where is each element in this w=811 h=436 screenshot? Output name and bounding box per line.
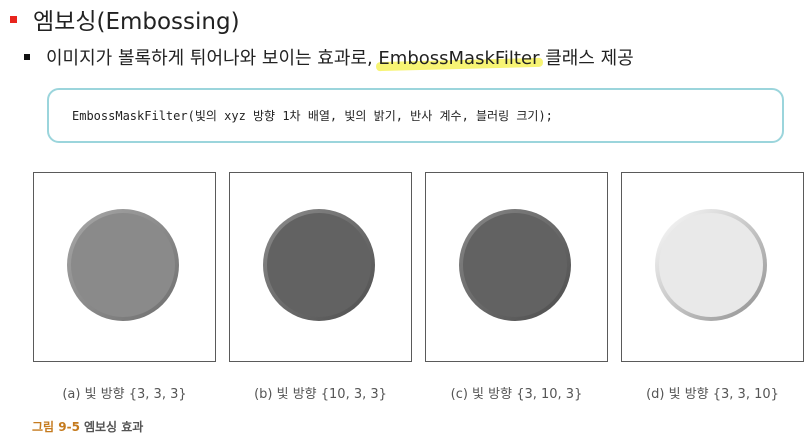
circle-face (71, 213, 175, 317)
section-heading: 엠보싱(Embossing) (8, 2, 240, 36)
circle-face (659, 213, 763, 317)
embossed-circle-d (655, 209, 767, 321)
caption-b: (b) 빛 방향 {10, 3, 3} (254, 387, 387, 402)
caption-d: (d) 빛 방향 {3, 3, 10} (646, 387, 779, 402)
code-box: EmbossMaskFilter(빛의 xyz 방향 1차 배열, 빛의 밝기,… (47, 88, 784, 143)
figure-caption: 그림 9-5 엠보싱 효과 (32, 418, 143, 435)
code-signature: EmbossMaskFilter(빛의 xyz 방향 1차 배열, 빛의 밝기,… (72, 109, 553, 123)
heading-text: 엠보싱(Embossing) (33, 9, 240, 35)
square-bullet-icon (24, 54, 30, 60)
emboss-panel-d (621, 172, 804, 362)
subheading: 이미지가 볼록하게 튀어나와 보이는 효과로, EmbossMaskFilter… (24, 42, 634, 72)
subheading-before: 이미지가 볼록하게 튀어나와 보이는 효과로, (46, 48, 379, 69)
caption-a: (a) 빛 방향 {3, 3, 3} (62, 387, 187, 402)
highlighted-class-name: EmbossMaskFilter (378, 48, 540, 69)
figure-title: 엠보싱 효과 (83, 420, 144, 434)
circle-face (463, 213, 567, 317)
embossed-circle-b (263, 209, 375, 321)
emboss-panel-b (229, 172, 412, 362)
circle-face (267, 213, 371, 317)
caption-c: (c) 빛 방향 {3, 10, 3} (450, 387, 583, 402)
figure-label: 그림 9-5 (32, 420, 80, 434)
emboss-panel-a (33, 172, 216, 362)
subheading-after: 클래스 제공 (539, 48, 634, 69)
emboss-panel-c (425, 172, 608, 362)
embossed-circle-a (67, 209, 179, 321)
subheading-text: 이미지가 볼록하게 튀어나와 보이는 효과로, EmbossMaskFilter… (46, 44, 634, 70)
red-bullet-icon (10, 15, 17, 23)
embossed-circle-c (459, 209, 571, 321)
